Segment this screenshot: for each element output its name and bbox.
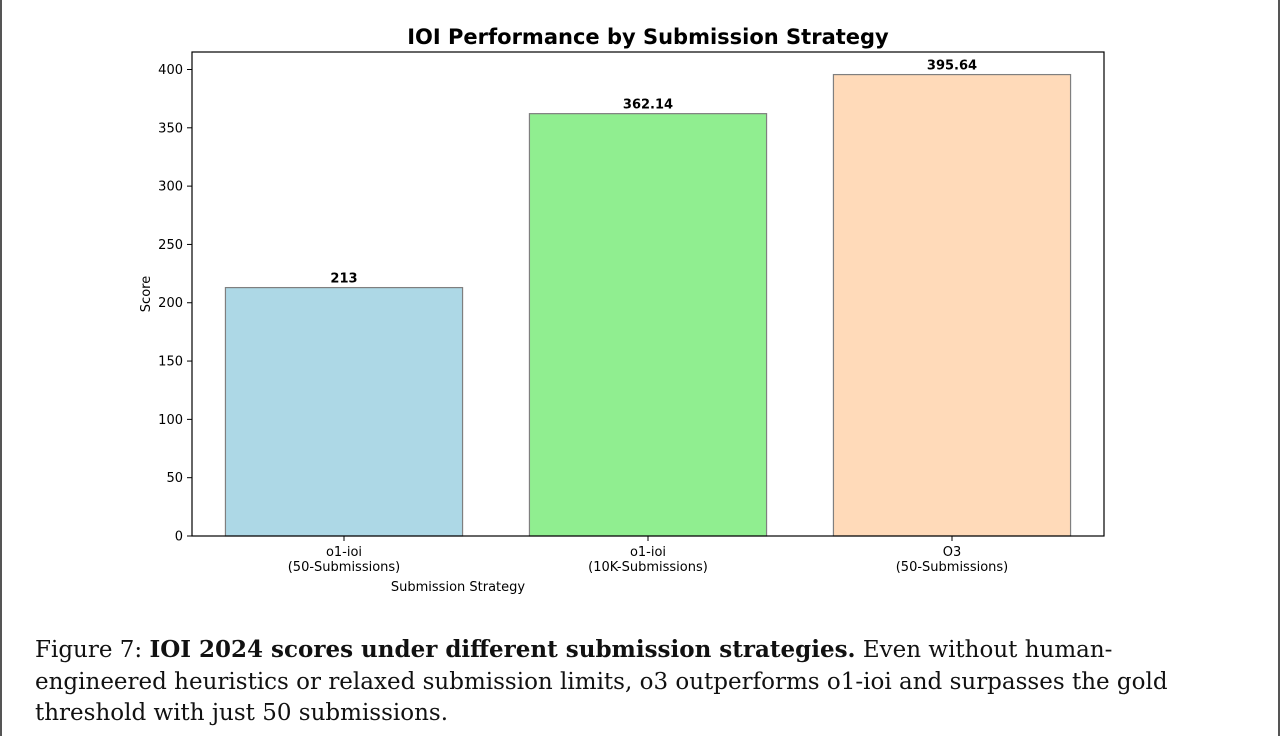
y-tick-label-7: 350 [158, 121, 183, 136]
chart-title: IOI Performance by Submission Strategy [407, 25, 889, 49]
x-tick-label-3-line-1: O3 [943, 545, 962, 560]
y-tick-label-2: 100 [158, 413, 183, 428]
figure-caption: Figure 7: IOI 2024 scores under differen… [35, 634, 1235, 730]
x-tick-label-1-line-2: (50-Submissions) [288, 560, 401, 575]
y-tick-label-0: 0 [175, 530, 183, 545]
bar-value-label-2: 362.14 [623, 98, 673, 113]
x-tick-label-2-line-1: o1-ioi [630, 545, 666, 560]
x-tick-label-3-line-2: (50-Submissions) [896, 560, 1009, 575]
caption-body-text: Even without human-engineered heuristics… [35, 637, 1168, 726]
bar-3 [832, 73, 1072, 537]
y-tick-label-6: 300 [158, 180, 183, 195]
y-tick-label-1: 50 [166, 471, 183, 486]
y-tick-label-8: 400 [158, 63, 183, 78]
bar-chart: IOI Performance by Submission Strategy 21… [139, 25, 1105, 595]
x-tick-label-1-line-1: o1-ioi [326, 545, 362, 560]
y-axis-label: Score [139, 276, 154, 312]
plot-frame [191, 51, 1105, 537]
y-tick-label-4: 200 [158, 296, 183, 311]
bar-2 [528, 113, 768, 537]
y-tick-label-5: 250 [158, 238, 183, 253]
y-tick-label-3: 150 [158, 355, 183, 370]
bar-1 [224, 286, 464, 537]
caption-bold-text: IOI 2024 scores under different submissi… [149, 636, 856, 663]
bar-value-label-1: 213 [330, 272, 357, 287]
x-axis-label: Submission Strategy [391, 580, 526, 595]
caption-label: Figure 7: [35, 637, 150, 663]
bar-value-label-3: 395.64 [927, 59, 977, 74]
x-tick-label-2-line-2: (10K-Submissions) [588, 560, 708, 575]
